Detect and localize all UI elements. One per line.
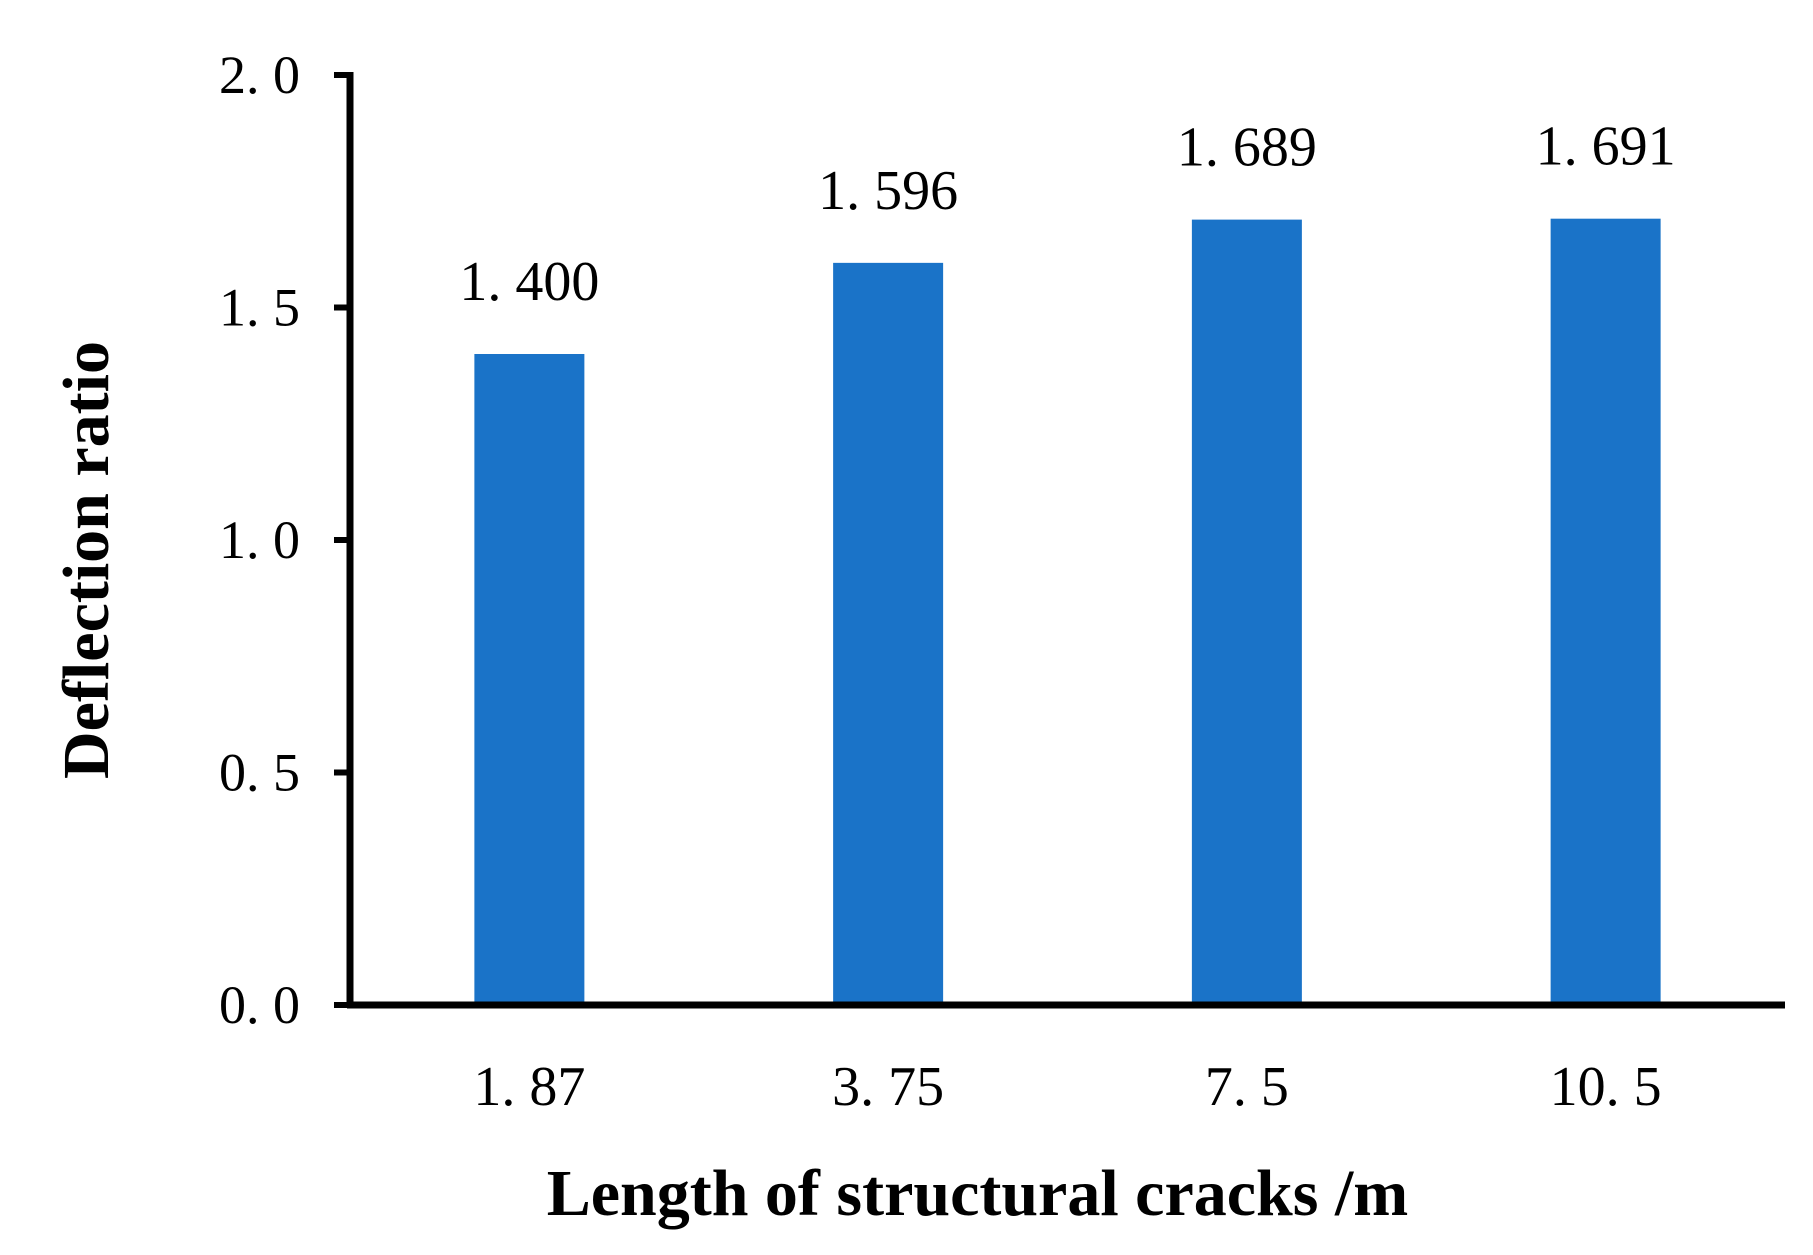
y-axis-title: Deflection ratio [50, 341, 123, 779]
bar [833, 262, 944, 1005]
bar [1550, 218, 1661, 1005]
bars [474, 218, 1661, 1006]
data-label: 1. 689 [1177, 117, 1317, 179]
y-axis-ticks: 0. 0 0. 5 1. 0 1. 5 2. 0 [219, 45, 350, 1035]
y-tick-label: 1. 5 [219, 278, 300, 338]
y-tick-label: 0. 0 [219, 975, 300, 1035]
x-tick-label: 1. 87 [473, 1056, 585, 1118]
y-tick-label: 0. 5 [219, 743, 300, 803]
bar [474, 354, 585, 1005]
x-axis-ticks: 1. 87 3. 75 7. 5 10. 5 [473, 1056, 1661, 1118]
data-label: 1. 400 [459, 251, 599, 313]
data-label: 1. 691 [1536, 116, 1676, 178]
data-label: 1. 596 [818, 160, 958, 222]
data-labels: 1. 400 1. 596 1. 689 1. 691 [459, 116, 1675, 313]
bar [1191, 219, 1302, 1006]
x-axis-title: Length of structural cracks /m [547, 1157, 1409, 1230]
y-tick-label: 2. 0 [219, 45, 300, 105]
x-tick-label: 10. 5 [1550, 1056, 1662, 1118]
x-tick-label: 7. 5 [1205, 1056, 1289, 1118]
x-tick-label: 3. 75 [832, 1056, 944, 1118]
y-tick-label: 1. 0 [219, 510, 300, 570]
